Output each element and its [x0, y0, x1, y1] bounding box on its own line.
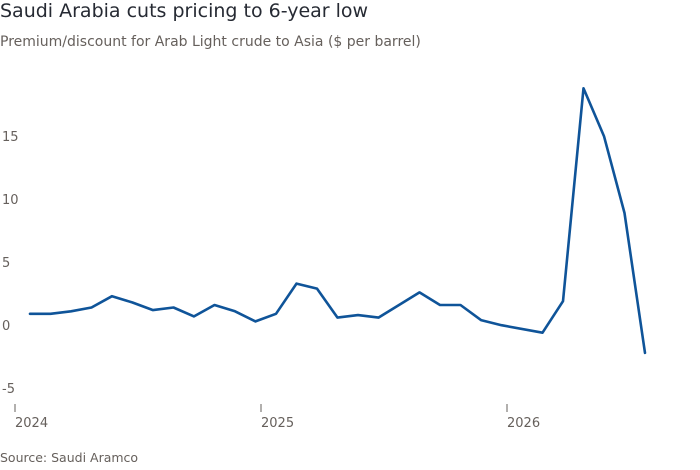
- y-tick-label: -5: [2, 382, 15, 397]
- chart-title: Saudi Arabia cuts pricing to 6-year low: [0, 0, 369, 22]
- chart-subtitle: Premium/discount for Arab Light crude to…: [0, 34, 421, 50]
- y-tick-label: 0: [2, 319, 10, 334]
- y-axis-ticks: -5 0 5 10 15: [2, 130, 19, 397]
- x-tick-label: 2024: [15, 416, 48, 431]
- y-tick-label: 15: [2, 130, 19, 145]
- source-note: Source: Saudi Aramco: [0, 450, 139, 465]
- x-tick-label: 2026: [507, 416, 540, 431]
- series-line: [28, 87, 647, 355]
- x-tick-label: 2025: [261, 416, 294, 431]
- y-tick-label: 10: [2, 193, 19, 208]
- y-tick-label: 5: [2, 256, 10, 271]
- x-axis-ticks: 2024 2025 2026: [14, 404, 540, 431]
